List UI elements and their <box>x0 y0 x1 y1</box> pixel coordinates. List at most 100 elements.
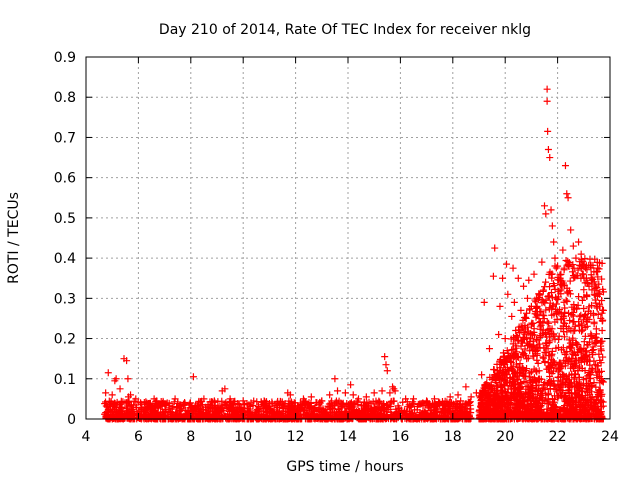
y-tick-label: 0 <box>67 412 76 428</box>
background-point <box>565 336 573 344</box>
data-point <box>563 190 571 198</box>
data-point <box>163 399 171 407</box>
background-point <box>594 368 602 376</box>
background-point <box>110 400 118 408</box>
background-point <box>506 354 514 362</box>
data-point <box>116 385 124 393</box>
background-point <box>496 371 504 379</box>
background-point <box>565 355 573 363</box>
background-point <box>140 408 148 416</box>
background-point <box>515 389 523 397</box>
data-points <box>102 85 607 407</box>
background-point <box>529 331 537 339</box>
background-point <box>493 406 501 414</box>
data-point <box>538 258 546 266</box>
data-point <box>564 194 572 202</box>
background-point <box>546 372 554 380</box>
background-point <box>591 407 599 415</box>
background-point <box>572 304 580 312</box>
background-point <box>311 403 319 411</box>
data-point <box>561 162 569 170</box>
data-point <box>410 395 417 403</box>
data-point <box>527 302 535 310</box>
data-point <box>551 254 559 262</box>
background-point <box>148 403 156 411</box>
background-point <box>569 327 577 335</box>
background-point <box>461 411 469 419</box>
data-point <box>467 393 475 401</box>
data-point <box>509 264 517 272</box>
background-point <box>583 402 591 410</box>
data-point <box>491 244 499 252</box>
background-point <box>580 305 588 313</box>
background-point <box>551 382 559 390</box>
background-point <box>536 325 544 333</box>
x-tick-label: 20 <box>496 429 514 445</box>
data-point <box>572 254 580 262</box>
background-point <box>512 393 520 401</box>
background-point <box>491 411 499 419</box>
data-point <box>124 375 132 383</box>
y-tick-label: 0.1 <box>54 372 76 388</box>
background-point <box>296 406 304 414</box>
data-point <box>286 391 294 399</box>
background-point <box>539 311 547 319</box>
background-point <box>491 377 499 385</box>
data-point <box>391 387 399 395</box>
data-point <box>510 298 518 306</box>
background-point <box>585 375 593 383</box>
background-point <box>577 320 585 328</box>
data-point <box>550 238 558 246</box>
background-point <box>572 272 580 280</box>
background-point <box>550 330 558 338</box>
y-tick-label: 0.9 <box>54 50 76 66</box>
background-point <box>586 261 594 269</box>
background-point <box>506 409 514 417</box>
data-point <box>504 290 512 298</box>
background-point <box>159 409 167 417</box>
background-point <box>307 406 315 414</box>
background-point <box>547 410 555 418</box>
background-point <box>588 364 596 372</box>
background-point <box>514 400 522 408</box>
data-point <box>499 274 507 282</box>
background-point <box>545 333 553 341</box>
background-point <box>536 290 544 298</box>
background-point <box>386 400 394 408</box>
x-tick-label: 16 <box>391 429 409 445</box>
data-point <box>260 397 268 405</box>
background-point <box>575 373 583 381</box>
background-point <box>547 289 555 297</box>
data-point <box>189 373 197 381</box>
background-point <box>490 390 498 398</box>
background-point <box>580 293 588 301</box>
data-point <box>598 327 606 335</box>
data-point <box>544 127 552 135</box>
background-point <box>592 268 600 276</box>
y-tick-label: 0.2 <box>54 332 76 348</box>
background-point <box>383 412 391 420</box>
background-point <box>588 346 596 354</box>
background-point <box>327 408 335 416</box>
background-point <box>237 407 245 415</box>
background-point <box>270 410 278 418</box>
background-point <box>578 388 586 396</box>
background-point <box>530 394 538 402</box>
background-point <box>206 414 214 422</box>
background-point <box>419 399 427 407</box>
data-point <box>582 274 590 282</box>
background-point <box>111 404 119 412</box>
background-point <box>513 333 521 341</box>
background-point <box>548 311 556 319</box>
data-point <box>381 353 389 361</box>
background-point <box>144 404 152 412</box>
background-point <box>303 400 311 408</box>
background-point <box>564 414 572 422</box>
background-point <box>407 402 415 410</box>
background-point <box>516 360 524 368</box>
data-point <box>307 393 315 401</box>
background-point <box>579 382 587 390</box>
background-point <box>293 408 301 416</box>
background-point <box>560 357 568 365</box>
